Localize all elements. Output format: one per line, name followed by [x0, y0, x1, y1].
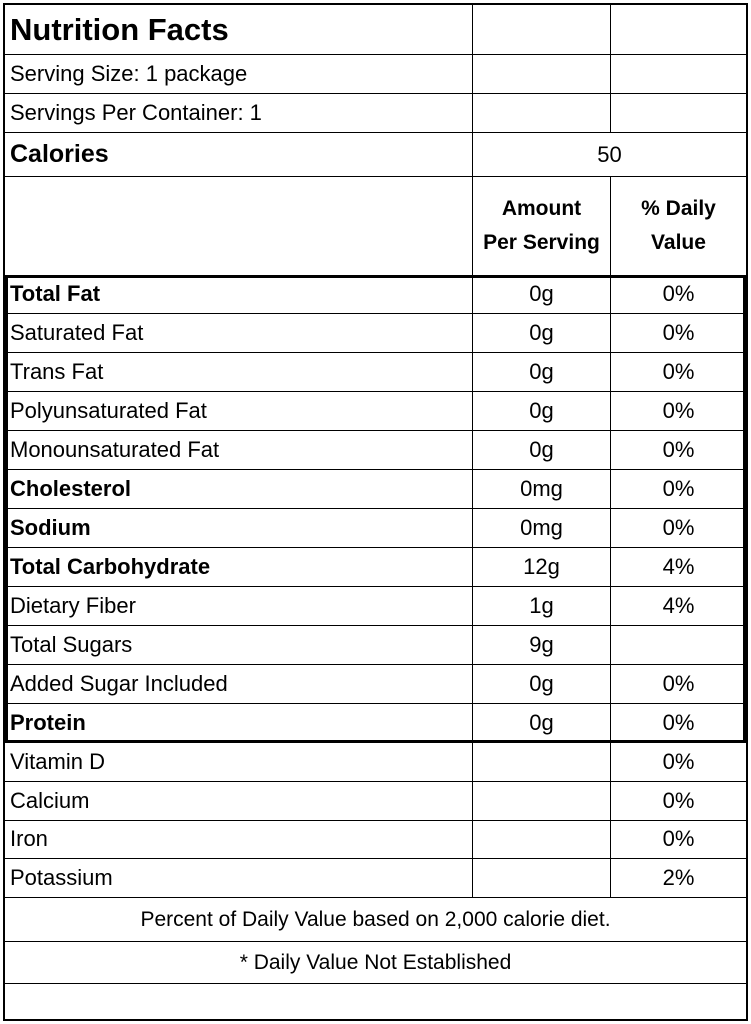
nutrient-row: Sodium 0mg 0%: [5, 509, 746, 548]
amount-header-line2: Per Serving: [483, 231, 600, 254]
daily-value-note: * Daily Value Not Established: [239, 950, 512, 974]
nutrient-row: Polyunsaturated Fat 0g 0%: [5, 392, 746, 431]
nutrient-name: Cholesterol: [10, 476, 132, 501]
servings-per-container: Servings Per Container: 1: [10, 100, 262, 125]
empty-cell: [610, 55, 746, 93]
nutrient-amount: 12g: [472, 548, 610, 586]
nutrient-daily-value: 0%: [610, 509, 746, 547]
nutrient-daily-value: 0%: [610, 470, 746, 508]
nutrient-daily-value: 0%: [610, 665, 746, 703]
nutrient-amount: 0g: [472, 353, 610, 391]
nutrient-daily-value: 4%: [610, 587, 746, 625]
vitamin-amount: [472, 743, 610, 781]
title-row-dv-cell: [610, 5, 746, 54]
vitamin-name: Vitamin D: [10, 748, 105, 774]
nutrient-row: Protein 0g 0%: [5, 704, 746, 743]
nutrient-name: Saturated Fat: [10, 320, 144, 345]
note-row: * Daily Value Not Established: [5, 942, 746, 984]
nutrient-name: Sodium: [10, 515, 91, 540]
nutrient-daily-value: 0%: [610, 314, 746, 352]
nutrient-daily-value: [610, 626, 746, 664]
vitamin-name: Calcium: [10, 787, 90, 813]
nutrient-amount: 9g: [472, 626, 610, 664]
calories-row: Calories 50: [5, 133, 746, 177]
vitamin-amount: [472, 820, 610, 859]
nutrient-row: Total Fat 0g 0%: [5, 275, 746, 314]
column-header-row: Amount Per Serving % Daily Value: [5, 177, 746, 275]
empty-cell: [472, 94, 610, 132]
blank-row: [5, 984, 746, 1019]
title-row: Nutrition Facts: [5, 5, 746, 55]
label-title: Nutrition Facts: [10, 11, 229, 47]
nutrient-name: Total Fat: [10, 281, 101, 306]
nutrient-amount: 0mg: [472, 470, 610, 508]
amount-header-line1: Amount: [501, 197, 582, 220]
serving-size-row: Serving Size: 1 package: [5, 55, 746, 94]
nutrient-row: Monounsaturated Fat 0g 0%: [5, 431, 746, 470]
nutrient-amount: 0g: [472, 431, 610, 469]
nutrient-row: Total Sugars 9g: [5, 626, 746, 665]
nutrient-name: Dietary Fiber: [10, 593, 136, 618]
nutrient-daily-value: 4%: [610, 548, 746, 586]
nutrient-row: Dietary Fiber 1g 4%: [5, 587, 746, 626]
calories-value: 50: [597, 141, 622, 167]
nutrient-row: Added Sugar Included 0g 0%: [5, 665, 746, 704]
amount-header: Amount Per Serving: [472, 177, 610, 275]
empty-cell: [610, 94, 746, 132]
vitamin-row: Iron 0%: [5, 820, 746, 860]
nutrient-amount: 1g: [472, 587, 610, 625]
footnote-row: Percent of Daily Value based on 2,000 ca…: [5, 898, 746, 942]
vitamin-daily-value: 0%: [610, 820, 746, 859]
nutrient-amount: 0g: [472, 314, 610, 352]
nutrient-row: Trans Fat 0g 0%: [5, 353, 746, 392]
dv-header-line1: % Daily: [641, 197, 716, 220]
vitamin-daily-value: 0%: [610, 743, 746, 781]
vitamin-amount: [472, 859, 610, 897]
nutrient-row: Total Carbohydrate 12g 4%: [5, 548, 746, 587]
nutrient-daily-value: 0%: [610, 431, 746, 469]
vitamin-name: Iron: [10, 826, 48, 852]
nutrient-name: Protein: [10, 710, 86, 735]
nutrient-daily-value: 0%: [610, 392, 746, 430]
vitamin-daily-value: 2%: [610, 859, 746, 897]
calories-label: Calories: [10, 140, 109, 168]
daily-value-footnote: Percent of Daily Value based on 2,000 ca…: [140, 907, 611, 931]
vitamin-row: Vitamin D 0%: [5, 743, 746, 782]
nutrient-amount: 0g: [472, 665, 610, 703]
nutrient-name: Polyunsaturated Fat: [10, 398, 207, 423]
vitamin-amount: [472, 781, 610, 820]
nutrient-amount: 0g: [472, 704, 610, 742]
nutrient-amount: 0g: [472, 392, 610, 430]
nutrient-name: Total Sugars: [10, 632, 133, 657]
nutrient-name: Added Sugar Included: [10, 671, 228, 696]
nutrient-name: Monounsaturated Fat: [10, 437, 220, 462]
nutrient-amount: 0mg: [472, 509, 610, 547]
nutrient-amount: 0g: [472, 275, 610, 313]
serving-size: Serving Size: 1 package: [10, 61, 248, 86]
vitamin-daily-value: 0%: [610, 781, 746, 820]
nutrition-facts-label: Nutrition Facts Serving Size: 1 package …: [3, 3, 748, 1021]
title-row-amount-cell: [472, 5, 610, 54]
nutrient-row: Saturated Fat 0g 0%: [5, 314, 746, 353]
nutrient-daily-value: 0%: [610, 704, 746, 742]
vitamin-row: Calcium 0%: [5, 781, 746, 821]
servings-per-container-row: Servings Per Container: 1: [5, 94, 746, 133]
dv-header-line2: Value: [651, 231, 706, 254]
nutrient-daily-value: 0%: [610, 353, 746, 391]
nutrient-name: Total Carbohydrate: [10, 554, 211, 579]
nutrient-row: Cholesterol 0mg 0%: [5, 470, 746, 509]
dv-header: % Daily Value: [610, 177, 746, 275]
vitamin-row: Potassium 2%: [5, 859, 746, 898]
empty-cell: [472, 55, 610, 93]
calories-value-cell: 50: [472, 133, 746, 176]
vitamin-name: Potassium: [10, 865, 113, 891]
empty-cell: [5, 177, 472, 275]
nutrient-daily-value: 0%: [610, 275, 746, 313]
nutrient-name: Trans Fat: [10, 359, 104, 384]
